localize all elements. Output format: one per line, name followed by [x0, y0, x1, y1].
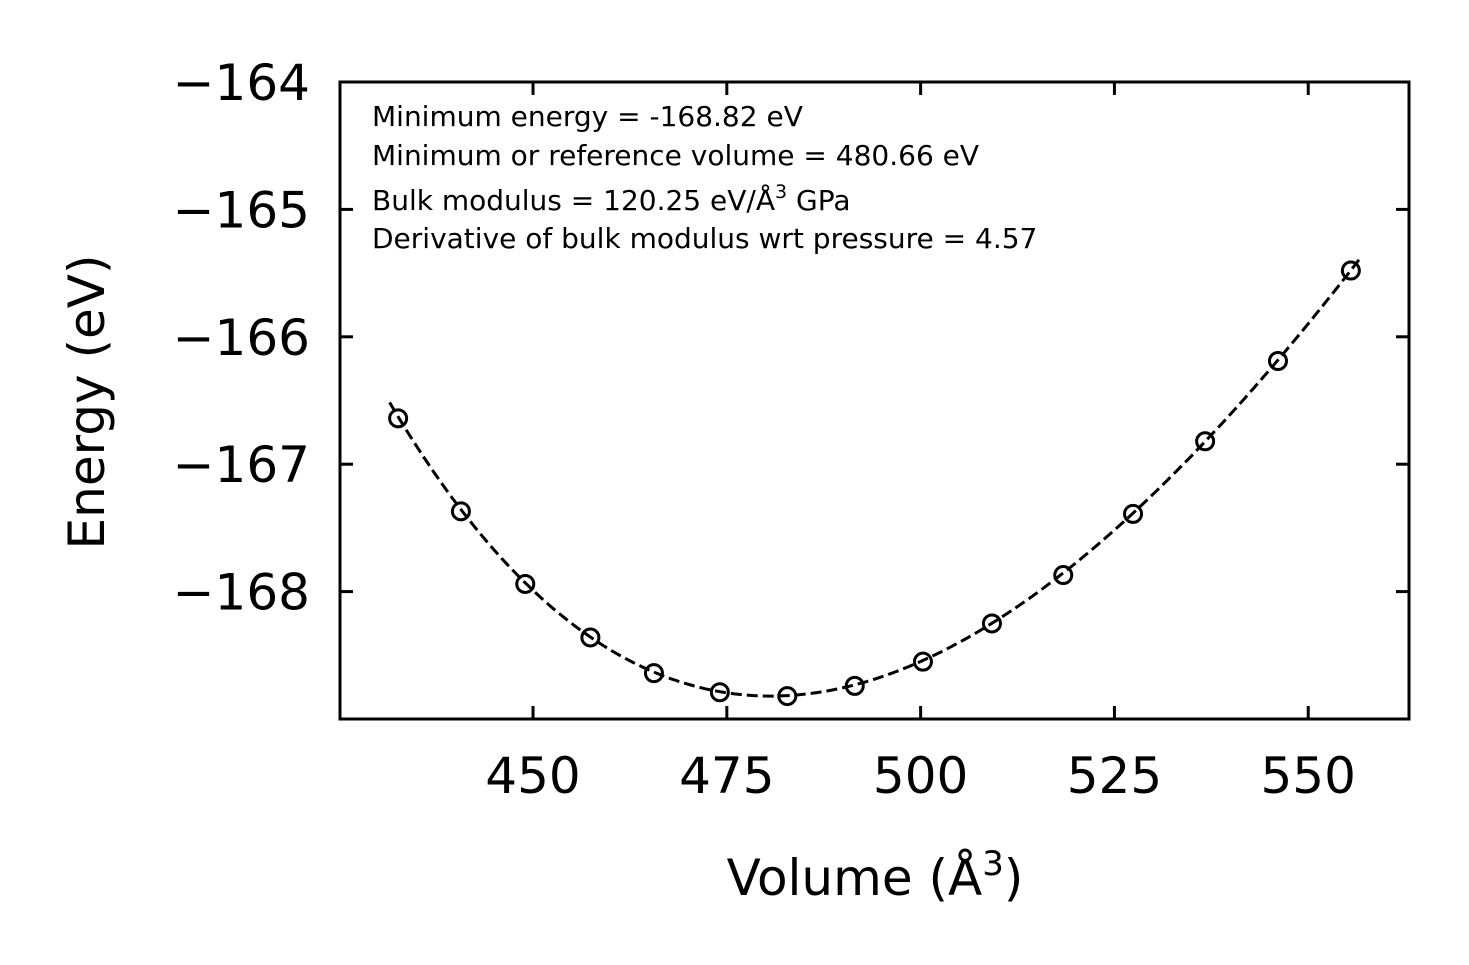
x-tick-label: 450	[485, 747, 580, 805]
data-point	[643, 663, 664, 684]
x-axis-label-sup: 3	[982, 844, 1004, 884]
data-point	[1267, 351, 1288, 372]
data-point	[515, 573, 536, 594]
data-point	[1053, 565, 1074, 586]
data-point	[450, 501, 471, 522]
x-axis-label-text: Volume (Å	[727, 849, 983, 907]
y-tick-label: −168	[173, 564, 310, 622]
annotation-bulk-end: GPa	[787, 184, 850, 217]
y-tick-label: −167	[173, 436, 310, 494]
y-tick-label: −164	[173, 54, 310, 112]
x-axis-label-end: )	[1004, 849, 1024, 907]
data-point	[388, 408, 409, 429]
annotation-bulk-text: Bulk modulus = 120.25 eV/Å	[372, 183, 775, 217]
data-point	[912, 651, 933, 672]
x-tick-label: 550	[1261, 747, 1356, 805]
annotation-min-volume: Minimum or reference volume = 480.66 eV	[372, 139, 979, 172]
data-point	[981, 613, 1002, 634]
data-point	[580, 627, 601, 648]
fit-curve	[388, 256, 1363, 698]
x-axis-label: Volume (Å3)	[727, 844, 1024, 907]
annotation-bulk-sup: 3	[775, 181, 787, 203]
data-point	[1123, 503, 1144, 524]
data-point	[777, 686, 798, 707]
plot-frame	[338, 80, 1411, 721]
data-point	[709, 682, 730, 703]
data-point	[844, 675, 865, 696]
annotation-block: Minimum energy = -168.82 eV Minimum or r…	[372, 100, 1037, 255]
annotation-bulk-derivative: Derivative of bulk modulus wrt pressure …	[372, 222, 1037, 255]
x-tick-label: 525	[1067, 747, 1162, 805]
annotation-min-energy: Minimum energy = -168.82 eV	[372, 100, 803, 133]
x-tick-label: 475	[679, 747, 774, 805]
x-tick-label: 500	[873, 747, 968, 805]
data-point	[1340, 260, 1361, 281]
y-tick-label: −166	[173, 309, 310, 367]
y-tick-label: −165	[173, 181, 310, 239]
annotation-bulk-modulus: Bulk modulus = 120.25 eV/Å3 GPa	[372, 181, 850, 217]
y-axis-label: Energy (eV)	[58, 255, 116, 550]
data-point	[1195, 431, 1216, 452]
